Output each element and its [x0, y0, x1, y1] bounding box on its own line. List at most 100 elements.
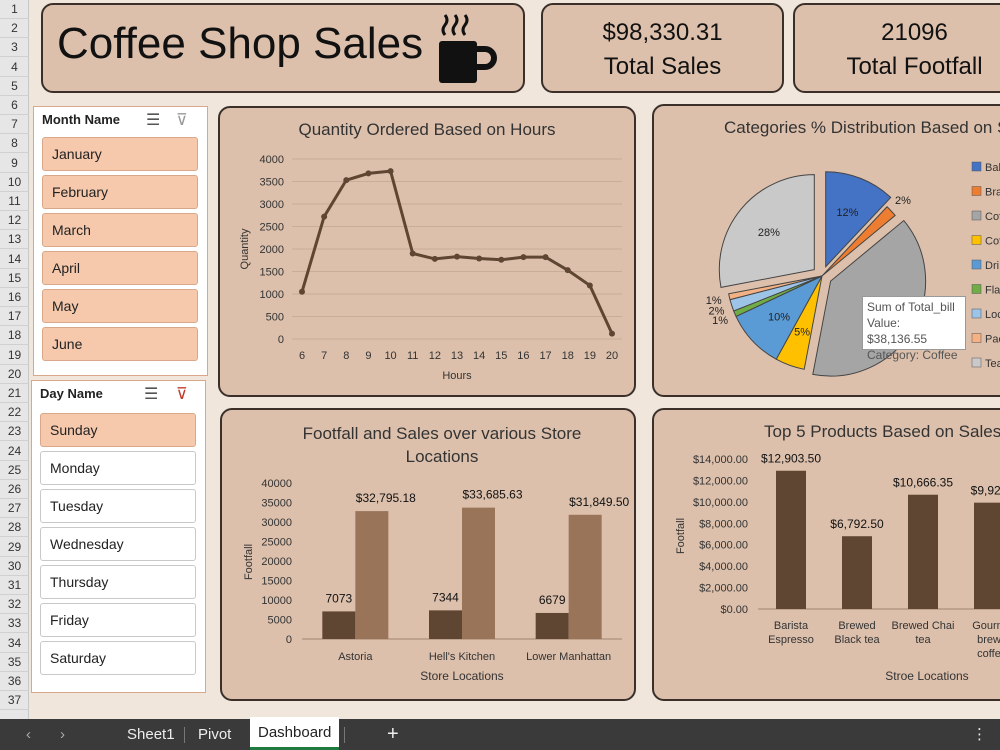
y-tick-label: 25000 — [261, 537, 292, 549]
tab-sheet1[interactable]: Sheet1 — [127, 726, 175, 743]
row-number[interactable]: 3 — [0, 38, 29, 58]
footfall-sales-chart-panel[interactable]: Footfall and Sales over various Store Lo… — [220, 408, 636, 701]
slicer-item[interactable]: June — [42, 327, 198, 361]
row-number[interactable]: 12 — [0, 211, 29, 231]
row-number[interactable]: 31 — [0, 576, 29, 595]
slicer-item[interactable]: March — [42, 213, 198, 247]
x-tick-label: Hell's Kitchen — [429, 651, 495, 663]
data-point[interactable] — [387, 168, 394, 175]
row-number[interactable]: 10 — [0, 173, 29, 192]
bar[interactable] — [322, 611, 356, 639]
row-number[interactable]: 6 — [0, 96, 29, 115]
data-point[interactable] — [609, 330, 615, 337]
data-point[interactable] — [365, 170, 372, 177]
data-point[interactable] — [299, 288, 305, 295]
row-number[interactable]: 13 — [0, 230, 29, 250]
row-number[interactable]: 18 — [0, 326, 29, 346]
pie-slice[interactable] — [821, 206, 896, 277]
legend-swatch — [971, 357, 982, 368]
bar[interactable] — [776, 470, 806, 609]
row-number[interactable]: 26 — [0, 480, 29, 499]
row-number[interactable]: 17 — [0, 307, 29, 327]
slicer-item[interactable]: January — [42, 137, 198, 171]
slicer-item[interactable]: May — [42, 289, 198, 323]
row-number[interactable]: 33 — [0, 614, 29, 634]
bar[interactable] — [908, 494, 938, 609]
pie-slice[interactable] — [718, 174, 815, 289]
row-number[interactable]: 20 — [0, 365, 29, 384]
data-point[interactable] — [431, 255, 438, 262]
pie-slice[interactable] — [728, 275, 823, 301]
slicer-item[interactable]: Saturday — [40, 641, 196, 675]
row-number[interactable]: 29 — [0, 538, 29, 557]
scroll-left-icon[interactable]: ‹ — [26, 726, 31, 743]
row-number[interactable]: 4 — [0, 58, 29, 77]
row-number[interactable]: 27 — [0, 499, 29, 519]
row-number[interactable]: 25 — [0, 461, 29, 480]
tab-dashboard[interactable]: Dashboard — [250, 717, 340, 750]
data-point[interactable] — [409, 250, 416, 257]
data-point[interactable] — [586, 282, 593, 289]
bar[interactable] — [462, 507, 495, 639]
row-number[interactable]: 37 — [0, 691, 29, 711]
row-number[interactable]: 19 — [0, 346, 29, 365]
slicer-item[interactable]: Tuesday — [40, 489, 196, 523]
row-number[interactable]: 7 — [0, 115, 29, 135]
pie-slice[interactable] — [825, 171, 892, 268]
row-number[interactable]: 16 — [0, 288, 29, 307]
row-number[interactable]: 24 — [0, 442, 29, 461]
line-chart-panel[interactable]: Quantity Ordered Based on Hours 0 500 1000… — [218, 106, 636, 397]
row-number[interactable]: 30 — [0, 557, 29, 576]
row-number[interactable]: 22 — [0, 403, 29, 423]
multi-select-icon[interactable]: ☰ — [144, 386, 159, 403]
bar[interactable] — [842, 536, 872, 609]
multi-select-icon[interactable]: ☰ — [146, 112, 161, 129]
legend-label: Bak — [985, 162, 1000, 174]
data-point[interactable] — [520, 254, 527, 261]
row-number[interactable]: 2 — [0, 19, 29, 39]
row-number[interactable]: 35 — [0, 653, 29, 672]
row-number[interactable]: 15 — [0, 269, 29, 288]
data-point[interactable] — [454, 253, 460, 260]
data-point[interactable] — [564, 267, 571, 274]
slicer-item[interactable]: Wednesday — [40, 527, 196, 561]
slicer-item[interactable]: April — [42, 251, 198, 285]
slicer-item[interactable]: February — [42, 175, 198, 209]
bar[interactable] — [535, 612, 569, 639]
slicer-item[interactable]: Sunday — [40, 413, 196, 447]
clear-filter-icon[interactable]: ⊽ — [176, 386, 188, 403]
bar[interactable] — [568, 514, 602, 639]
bar[interactable] — [974, 502, 1000, 609]
data-point[interactable] — [542, 254, 549, 261]
top-products-chart-panel[interactable]: Top 5 Products Based on Sales $0.00 $2,00… — [652, 408, 1000, 701]
slicer-item[interactable]: Thursday — [40, 565, 196, 599]
row-number[interactable]: 1 — [0, 0, 29, 19]
row-number[interactable]: 32 — [0, 595, 29, 615]
row-number[interactable]: 21 — [0, 384, 29, 403]
data-point[interactable] — [343, 177, 350, 184]
row-number[interactable]: 8 — [0, 134, 29, 154]
y-tick-label: 1000 — [260, 289, 284, 301]
row-number[interactable]: 14 — [0, 250, 29, 269]
row-number[interactable]: 9 — [0, 154, 29, 173]
tab-pivot[interactable]: Pivot — [198, 726, 232, 743]
bar[interactable] — [355, 511, 389, 639]
data-point[interactable] — [321, 213, 328, 220]
row-number[interactable]: 36 — [0, 672, 29, 691]
more-options-icon[interactable]: ⋮ — [972, 726, 987, 743]
bar[interactable] — [429, 610, 462, 639]
clear-filter-icon[interactable]: ⊽ — [176, 112, 188, 129]
row-number[interactable]: 11 — [0, 192, 29, 211]
row-number[interactable]: 28 — [0, 518, 29, 538]
data-point[interactable] — [498, 256, 505, 263]
legend-swatch — [971, 186, 982, 196]
scroll-right-icon[interactable]: › — [60, 726, 65, 743]
row-number[interactable]: 34 — [0, 634, 29, 653]
slicer-item[interactable]: Monday — [40, 451, 196, 485]
add-sheet-icon[interactable]: + — [387, 723, 399, 745]
data-point[interactable] — [476, 255, 483, 262]
row-number[interactable]: 5 — [0, 77, 29, 96]
chart-title: Footfall and Sales over various Store Lo… — [302, 424, 582, 466]
row-number[interactable]: 23 — [0, 422, 29, 442]
slicer-item[interactable]: Friday — [40, 603, 196, 637]
